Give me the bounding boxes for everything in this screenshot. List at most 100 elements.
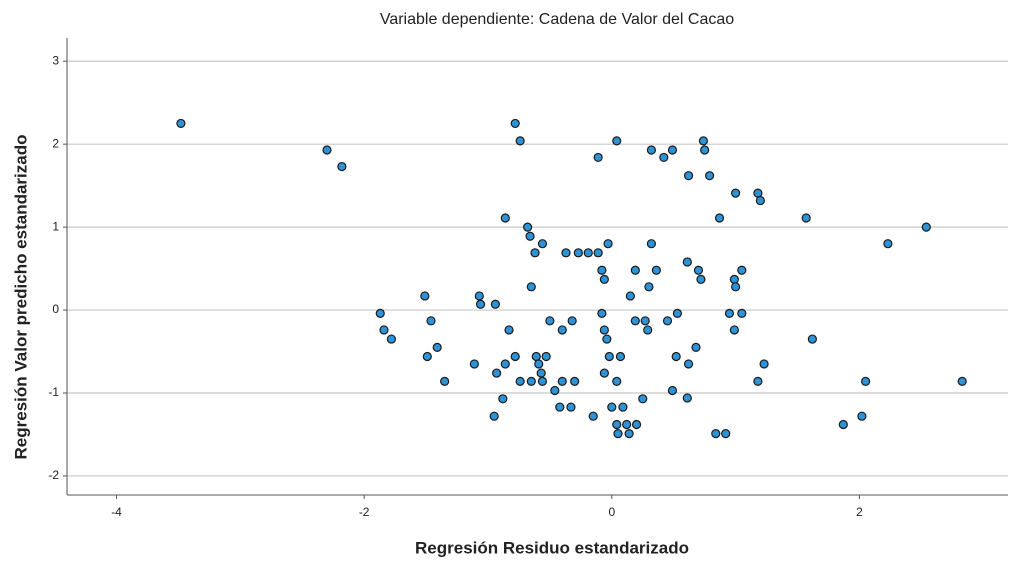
point bbox=[624, 429, 634, 439]
point bbox=[599, 325, 609, 335]
point bbox=[176, 118, 186, 129]
point bbox=[530, 248, 540, 258]
point bbox=[683, 171, 694, 181]
point bbox=[498, 394, 508, 404]
point bbox=[541, 351, 551, 362]
point bbox=[510, 351, 520, 362]
point bbox=[489, 411, 499, 421]
point bbox=[492, 368, 502, 378]
point bbox=[525, 231, 535, 241]
point bbox=[440, 376, 450, 386]
point bbox=[615, 351, 626, 362]
point bbox=[375, 308, 385, 318]
point bbox=[737, 265, 747, 275]
point bbox=[432, 342, 442, 352]
point bbox=[659, 152, 669, 163]
point bbox=[625, 291, 635, 301]
point bbox=[759, 359, 769, 369]
point bbox=[515, 376, 525, 386]
point bbox=[711, 429, 721, 439]
point bbox=[883, 239, 893, 249]
y-tick-label: 1 bbox=[52, 219, 59, 233]
point bbox=[698, 136, 709, 146]
point bbox=[646, 145, 657, 155]
point bbox=[545, 316, 555, 326]
point bbox=[607, 402, 617, 412]
point bbox=[838, 419, 848, 430]
point bbox=[921, 222, 931, 232]
point bbox=[567, 316, 577, 326]
point bbox=[651, 265, 661, 275]
point bbox=[646, 239, 657, 249]
point bbox=[753, 376, 763, 386]
point bbox=[534, 359, 544, 369]
point bbox=[612, 419, 622, 430]
x-tick-label: 0 bbox=[608, 505, 615, 519]
point bbox=[640, 316, 650, 326]
x-tick-label: -2 bbox=[359, 505, 370, 519]
point bbox=[515, 136, 525, 146]
point bbox=[618, 402, 628, 412]
point bbox=[622, 419, 632, 430]
point bbox=[682, 393, 692, 403]
point bbox=[599, 274, 609, 284]
point bbox=[662, 316, 673, 326]
point bbox=[588, 411, 598, 421]
point bbox=[537, 239, 548, 249]
point bbox=[522, 222, 533, 232]
point bbox=[630, 316, 640, 326]
point bbox=[386, 334, 396, 344]
x-tick-label: -4 bbox=[111, 505, 122, 519]
y-tick-label: -1 bbox=[48, 385, 59, 399]
point bbox=[566, 402, 576, 412]
point bbox=[426, 316, 436, 326]
point bbox=[570, 376, 580, 386]
point bbox=[526, 376, 536, 386]
point bbox=[550, 385, 560, 396]
y-tick-label: 3 bbox=[52, 53, 59, 67]
point bbox=[337, 161, 347, 172]
y-tick-label: 2 bbox=[52, 136, 59, 150]
point bbox=[691, 342, 701, 352]
point bbox=[721, 429, 731, 439]
point bbox=[604, 351, 614, 362]
point bbox=[593, 152, 603, 163]
point bbox=[612, 136, 622, 146]
point bbox=[597, 265, 607, 275]
point bbox=[667, 385, 678, 396]
point bbox=[510, 118, 520, 129]
point bbox=[500, 359, 510, 369]
point bbox=[583, 248, 593, 258]
point bbox=[667, 145, 678, 155]
point bbox=[422, 351, 432, 362]
point bbox=[603, 239, 613, 249]
point bbox=[474, 291, 484, 301]
point bbox=[705, 171, 715, 181]
point bbox=[500, 213, 510, 223]
point bbox=[857, 411, 867, 421]
point bbox=[731, 282, 741, 292]
point bbox=[536, 368, 546, 378]
point bbox=[672, 308, 683, 318]
x-tick-label: 2 bbox=[856, 505, 863, 519]
point bbox=[573, 248, 583, 258]
point bbox=[599, 368, 609, 378]
chart-title: Variable dependiente: Cadena de Valor de… bbox=[380, 11, 734, 28]
point bbox=[801, 213, 811, 223]
point bbox=[555, 402, 565, 412]
point bbox=[700, 145, 710, 155]
point bbox=[537, 376, 548, 386]
point bbox=[612, 376, 622, 386]
point bbox=[729, 274, 739, 284]
y-axis-label: Regresión Valor predicho estandarizado bbox=[11, 135, 30, 460]
point bbox=[693, 265, 704, 275]
point bbox=[957, 376, 967, 386]
point bbox=[531, 351, 541, 362]
point bbox=[638, 394, 648, 404]
point bbox=[557, 376, 567, 386]
point bbox=[597, 308, 607, 318]
x-axis-label: Regresión Residuo estandarizado bbox=[415, 538, 689, 557]
point bbox=[683, 359, 694, 369]
point bbox=[469, 359, 479, 369]
